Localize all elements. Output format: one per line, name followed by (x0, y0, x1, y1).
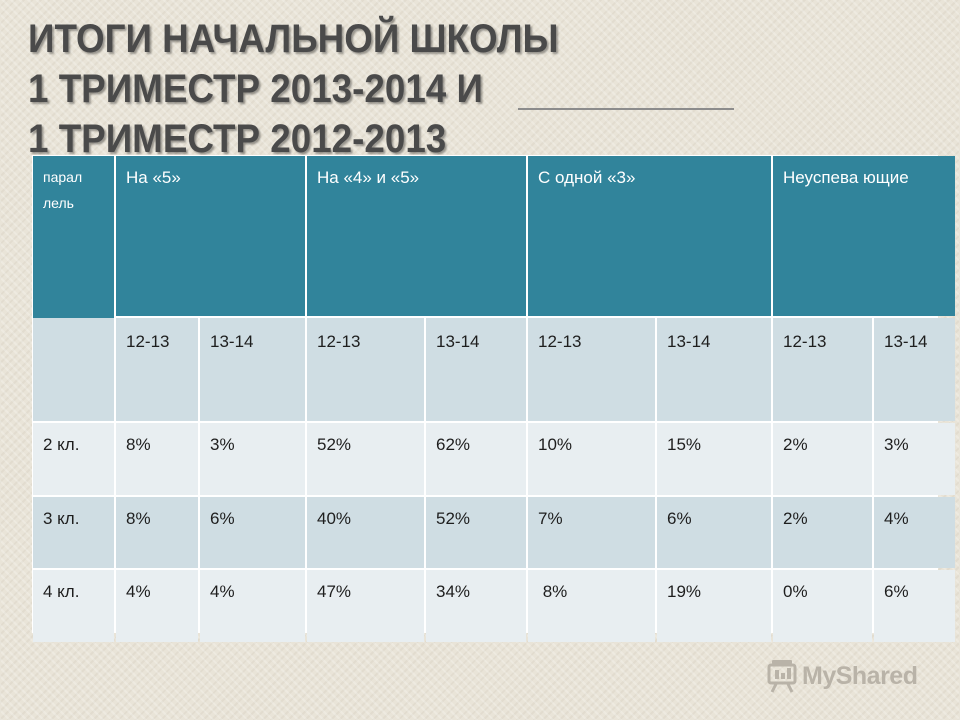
table-cell: 3% (874, 423, 955, 495)
row-label-grade-2: 2 кл. (33, 423, 114, 495)
table-cell: 52% (307, 423, 424, 495)
results-table: парал лель На «5» На «4» и «5» С одной «… (32, 155, 955, 642)
table-cell: 10% (528, 423, 655, 495)
table-cell: 62% (426, 423, 526, 495)
year-cell: 12-13 (116, 318, 198, 421)
table-cell: 8% (116, 423, 198, 495)
header-one-3: С одной «3» (528, 156, 771, 316)
table-cell: 8% (528, 570, 655, 642)
table-cell: 8% (116, 497, 198, 568)
table-cell: 3% (200, 423, 305, 495)
slide-title: ИТОГИ НАЧАЛЬНОЙ ШКОЛЫ 1 ТРИМЕСТР 2013-20… (28, 14, 690, 164)
year-cell: 13-14 (657, 318, 771, 421)
year-cell: 12-13 (528, 318, 655, 421)
table-cell: 15% (657, 423, 771, 495)
row-label-grade-4: 4 кл. (33, 570, 114, 642)
myshared-watermark: MyShared (766, 654, 936, 698)
year-cell: 13-14 (426, 318, 526, 421)
presentation-board-icon (766, 659, 798, 693)
years-row-spacer (33, 318, 114, 421)
year-cell: 12-13 (773, 318, 872, 421)
table-cell: 4% (116, 570, 198, 642)
year-cell: 12-13 (307, 318, 424, 421)
table-cell: 2% (773, 423, 872, 495)
title-line-2: 1 ТРИМЕСТР 2013-2014 И (28, 67, 483, 111)
header-on-4-and-5: На «4» и «5» (307, 156, 526, 316)
title-line-1: ИТОГИ НАЧАЛЬНОЙ ШКОЛЫ (28, 17, 559, 61)
table-cell: 47% (307, 570, 424, 642)
header-on-5: На «5» (116, 156, 305, 316)
year-cell: 13-14 (874, 318, 955, 421)
table-cell: 19% (657, 570, 771, 642)
table-cell: 6% (657, 497, 771, 568)
year-cell: 13-14 (200, 318, 305, 421)
table-cell: 52% (426, 497, 526, 568)
table-cell: 2% (773, 497, 872, 568)
row-label-grade-3: 3 кл. (33, 497, 114, 568)
header-failing: Неуспева ющие (773, 156, 955, 316)
table-cell: 34% (426, 570, 526, 642)
table-cell: 4% (200, 570, 305, 642)
table-cell: 6% (200, 497, 305, 568)
table-cell: 0% (773, 570, 872, 642)
title-divider (518, 108, 734, 110)
table-cell: 6% (874, 570, 955, 642)
watermark-text: MyShared (802, 661, 918, 690)
table-cell: 40% (307, 497, 424, 568)
table-cell: 7% (528, 497, 655, 568)
table-cell: 4% (874, 497, 955, 568)
title-line-3: 1 ТРИМЕСТР 2012-2013 (28, 117, 447, 161)
